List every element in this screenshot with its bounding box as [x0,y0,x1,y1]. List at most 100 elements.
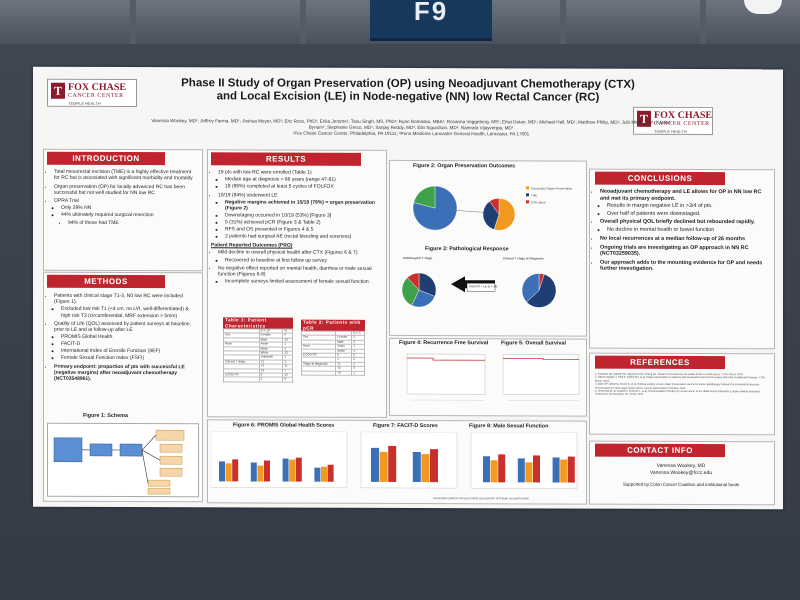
results-bullet: 10/19 (84%) underwent LE [218,191,278,199]
bar [371,447,379,482]
pie-slice [407,272,420,291]
table-cell [301,370,336,376]
pie-slice [482,201,500,230]
introduction-heading: INTRODUCTION [47,151,165,166]
bar [490,460,498,483]
figure-8-title: Figure 8: Male Sexual Function [469,423,549,430]
table-2-title: Table 2: Patients with pCR [301,319,365,331]
booth-number: F9 [413,0,449,26]
table-1-title: Table 1: Patient Characteristics [223,317,293,329]
author-list: Vanessa Wookey, MD¹; Jeffrey Farma, MD¹;… [151,118,671,131]
pie-slice [413,185,436,209]
bar [219,461,225,482]
intro-sub-bullet: 44% ultimately required surgical resecti… [61,212,154,219]
poster: T FOX CHASE CANCER CENTER TEMPLE HEALTH … [33,66,783,510]
bar [525,462,533,483]
table-2: Table 2: Patients with pCR N = 5 Sex Femal… [301,319,365,376]
bar [560,459,568,483]
bar [295,457,302,482]
affiliations: ¹Fox Chase Cancer Center, Philadelphia, … [292,130,530,137]
figure-7-title: Figure 7: FACIT-D Scores [373,422,438,430]
methods-sub-bullet: International Index of Erectile Function… [61,348,197,355]
conclusion-item: Neoadjuvant chemotherapy and LE allows f… [600,188,762,202]
methods-bullet: Quality of Life (QOL) assessed by patien… [54,320,192,334]
methods-sub-bullet: FACIT-D [61,341,197,348]
intro-bullet: Total mesorectal excision (TME) is a hig… [54,169,197,182]
table-cell: 6 [282,377,293,382]
ceiling-beam [300,0,306,44]
figure-6-title: Figure 6: PROMIS Global Health Scores [233,422,335,429]
bar [483,456,490,483]
results-heading: RESULTS [211,152,361,166]
intro-sub-bullet: 94% of these had TME [68,219,197,226]
results-sub-bullet: RFS and OS presented in Figures 4 & 5 [225,226,383,233]
methods-bullet: Patients with clinical stage T1-3, N0 lo… [54,292,183,306]
bar [430,449,438,483]
pie-slice [489,198,500,215]
bar [250,462,257,482]
ceiling-light [744,0,782,14]
pro-bullet: Mild decline in overall physical health … [218,249,358,257]
references-list: 1. Paquette IM, Madoff RD, Sigurdson ER,… [595,373,767,397]
contact-email[interactable]: Vanessa.Wookey@fccc.edu [649,469,713,476]
results-bullet: 19 pts with low RC were enrolled (Table … [218,169,312,176]
references-heading: REFERENCES [595,355,725,370]
bar [388,445,397,482]
pro-bar-charts [211,431,578,489]
contact-heading: CONTACT INFO [595,443,725,458]
figure-2-title: Figure 2: Organ Preservation Outcomes [413,163,516,170]
results-sub-bullet: Median age at diagnosis = 66 years (rang… [225,177,383,184]
pie-slice [411,289,436,308]
primary-endpoint: Primary endpoint: proportion of pts with… [54,364,197,383]
pie-slice [401,277,420,306]
methods-sub-bullet: PROMIS Global Health [61,334,197,341]
booth-sign: F9 [370,0,492,41]
reference-item: 4. Verseveld M, de Graaf EJ, Verhoef C, … [595,389,760,397]
results-sub-bullet: Negative margins achieved in 15/19 (79%)… [225,199,383,212]
fig3-arrow-label: FOLFOX + LE (n = 19) [469,284,498,289]
results-sub-bullet: Downstaging occurred in 10/19 (53%) [Fig… [225,212,383,219]
methods-sub-bullet: Excluded low risk T1 (<4 cm, no LVI, wel… [61,306,197,319]
ceiling-beam [130,0,136,44]
figure-3-title: Figure 3: Pathological Response [425,246,509,253]
pro-sub-bullet: Incomplete surveys limited assessment of… [225,279,383,286]
conclusion-sub: Results in margin negative LE in >3/4 of… [607,203,769,210]
conclusion-item: No local recurrences at a median follow-… [600,235,769,242]
table-cell: 1 [259,377,283,382]
logo-left: T FOX CHASE CANCER CENTER TEMPLE HEALTH [47,78,137,108]
bar [321,466,327,482]
pie-slice [521,273,540,303]
intro-bullet: Organ preservation (OP) for locally adva… [54,183,197,196]
table-1: Table 1: Patient Characteristics N = 19%… [223,317,293,383]
bar [533,455,540,483]
table-cell: 1 [351,370,365,376]
pro-sub-bullet: Recovered to baseline at first follow up… [225,257,383,264]
methods-heading: METHODS [47,274,165,289]
conclusion-item: Our approach adds to the mounting eviden… [600,260,769,274]
conclusions-body: Neoadjuvant chemotherapy and LE allows f… [593,189,769,276]
results-sub-bullet: 2 patients had surgical AE (rectal bleed… [225,233,383,240]
pie-slice [493,198,516,231]
fig2-legend-1: Successful Organ Preservation [531,186,573,190]
bar [379,451,388,482]
bar [412,452,421,483]
methods-body: Patients with clinical stage T1-3, N0 lo… [47,293,197,385]
conclusion-sub: No decline in mental health or bowel fun… [607,227,769,234]
conclusion-sub: Over half of patients were downstaged. [607,210,769,217]
bar [327,464,334,482]
logo-mark: T [51,82,65,99]
bar [232,459,239,482]
table-1-grid: N = 19% Sex Female 9 Male 10 Race Asian 1 Black 4 W… [223,328,293,383]
bar [552,457,560,483]
results-sub-bullet: 18 (95%) completed at least 5 cycles of … [225,184,383,191]
ceiling-beam [560,0,566,44]
intro-bullet: OPRA Trial [54,197,79,205]
figure-footnote: Incomplete patient surveys limited asses… [433,496,530,501]
poster-title: Phase II Study of Organ Preservation (OP… [181,77,635,104]
schema-diagram [53,429,185,495]
conclusion-item: Overall physical QOL briefly declined bu… [600,219,755,226]
bar [421,454,430,483]
pro-bullet: No negative effect reported on mental he… [218,265,372,278]
figure-2-charts: Successful Organ Preservation TME CSR al… [412,185,573,231]
conclusion-item: Ongoing trials are investigating an OP a… [600,244,769,258]
